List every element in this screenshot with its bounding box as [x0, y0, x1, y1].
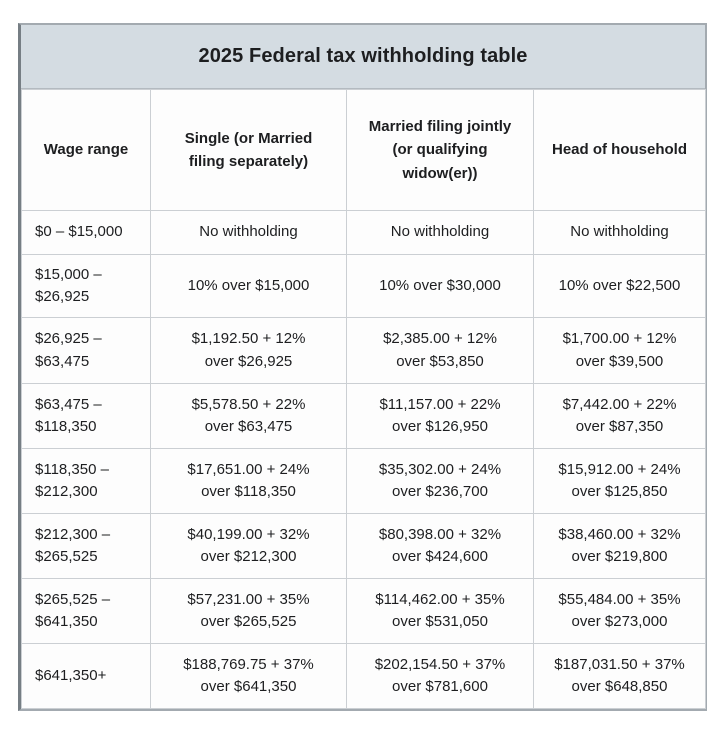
cell-head-of-household: $187,031.50 + 37% over $648,850 [533, 643, 706, 709]
cell-married-jointly: 10% over $30,000 [346, 254, 534, 318]
tax-table-card: 2025 Federal tax withholding table Wage … [18, 23, 707, 711]
cell-single: No withholding [150, 210, 347, 255]
cell-head-of-household: $55,484.00 + 35% over $273,000 [533, 578, 706, 644]
column-header-head-of-household: Head of household [533, 89, 706, 211]
cell-wage-range: $0 – $15,000 [21, 210, 151, 255]
cell-single: $1,192.50 + 12% over $26,925 [150, 317, 347, 384]
table-row: $0 – $15,000 No withholding No withholdi… [21, 210, 706, 255]
cell-married-jointly: No withholding [346, 210, 534, 255]
table-row: $26,925 – $63,475 $1,192.50 + 12% over $… [21, 317, 706, 384]
cell-head-of-household: $7,442.00 + 22% over $87,350 [533, 383, 706, 449]
cell-wage-range: $265,525 – $641,350 [21, 578, 151, 644]
cell-head-of-household: $38,460.00 + 32% over $219,800 [533, 513, 706, 579]
cell-wage-range: $641,350+ [21, 643, 151, 709]
cell-married-jointly: $2,385.00 + 12% over $53,850 [346, 317, 534, 384]
cell-single: $5,578.50 + 22% over $63,475 [150, 383, 347, 449]
cell-wage-range: $212,300 – $265,525 [21, 513, 151, 579]
cell-head-of-household: 10% over $22,500 [533, 254, 706, 318]
header-row: Wage range Single (or Married filing sep… [21, 89, 706, 211]
cell-head-of-household: $15,912.00 + 24% over $125,850 [533, 448, 706, 514]
cell-single: $17,651.00 + 24% over $118,350 [150, 448, 347, 514]
cell-married-jointly: $11,157.00 + 22% over $126,950 [346, 383, 534, 449]
page-title: 2025 Federal tax withholding table [198, 45, 528, 67]
cell-wage-range: $15,000 – $26,925 [21, 254, 151, 318]
cell-married-jointly: $114,462.00 + 35% over $531,050 [346, 578, 534, 644]
cell-single: $188,769.75 + 37% over $641,350 [150, 643, 347, 709]
table-body: $0 – $15,000 No withholding No withholdi… [21, 210, 706, 709]
cell-wage-range: $26,925 – $63,475 [21, 317, 151, 384]
table-row: $15,000 – $26,925 10% over $15,000 10% o… [21, 254, 706, 318]
title-band: 2025 Federal tax withholding table [21, 25, 705, 89]
table-row: $63,475 – $118,350 $5,578.50 + 22% over … [21, 383, 706, 449]
column-header-single: Single (or Married filing separately) [150, 89, 347, 211]
cell-head-of-household: $1,700.00 + 12% over $39,500 [533, 317, 706, 384]
cell-single: $40,199.00 + 32% over $212,300 [150, 513, 347, 579]
table-row: $212,300 – $265,525 $40,199.00 + 32% ove… [21, 513, 706, 579]
cell-married-jointly: $35,302.00 + 24% over $236,700 [346, 448, 534, 514]
cell-wage-range: $63,475 – $118,350 [21, 383, 151, 449]
table-row: $118,350 – $212,300 $17,651.00 + 24% ove… [21, 448, 706, 514]
table-header: Wage range Single (or Married filing sep… [21, 89, 706, 211]
table-row: $641,350+ $188,769.75 + 37% over $641,35… [21, 643, 706, 709]
table-row: $265,525 – $641,350 $57,231.00 + 35% ove… [21, 578, 706, 644]
column-header-married-jointly: Married filing jointly (or qualifying wi… [346, 89, 534, 211]
cell-wage-range: $118,350 – $212,300 [21, 448, 151, 514]
cell-married-jointly: $80,398.00 + 32% over $424,600 [346, 513, 534, 579]
cell-single: 10% over $15,000 [150, 254, 347, 318]
cell-head-of-household: No withholding [533, 210, 706, 255]
withholding-table: Wage range Single (or Married filing sep… [21, 89, 706, 709]
cell-married-jointly: $202,154.50 + 37% over $781,600 [346, 643, 534, 709]
cell-single: $57,231.00 + 35% over $265,525 [150, 578, 347, 644]
column-header-wage-range: Wage range [21, 89, 151, 211]
